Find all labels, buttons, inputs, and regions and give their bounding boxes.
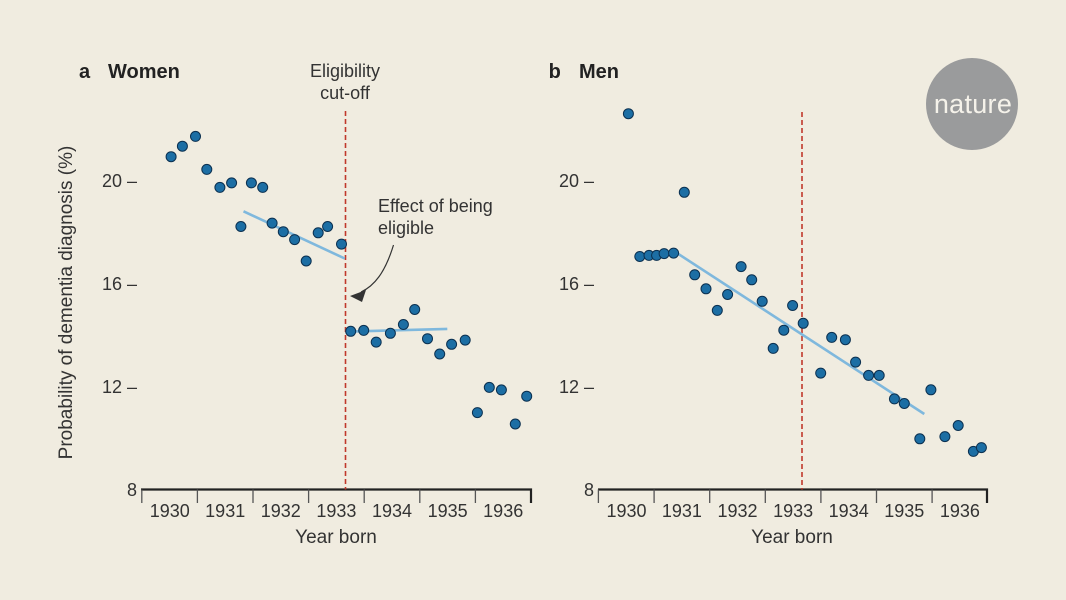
svg-text:12 –: 12 – (102, 377, 137, 397)
svg-text:1930: 1930 (606, 501, 646, 521)
svg-text:b: b (549, 61, 561, 83)
svg-text:1932: 1932 (717, 501, 757, 521)
svg-text:eligible: eligible (378, 218, 434, 238)
svg-text:1934: 1934 (829, 501, 869, 521)
svg-text:1931: 1931 (662, 501, 702, 521)
svg-text:1931: 1931 (205, 501, 245, 521)
svg-text:nature: nature (934, 89, 1012, 119)
svg-text:1934: 1934 (372, 501, 412, 521)
svg-text:Eligibility: Eligibility (310, 61, 380, 81)
svg-text:1932: 1932 (261, 501, 301, 521)
svg-text:Year born: Year born (751, 527, 833, 548)
svg-text:1933: 1933 (773, 501, 813, 521)
svg-text:8: 8 (584, 480, 594, 500)
svg-text:Women: Women (108, 61, 180, 83)
svg-text:16 –: 16 – (559, 274, 594, 294)
svg-text:1930: 1930 (150, 501, 190, 521)
svg-text:Probability of dementia diagno: Probability of dementia diagnosis (%) (56, 146, 77, 460)
svg-text:Year born: Year born (295, 527, 377, 548)
svg-text:Effect of being: Effect of being (378, 196, 493, 216)
svg-text:Men: Men (579, 61, 619, 83)
svg-text:cut-off: cut-off (320, 83, 371, 103)
svg-text:20 –: 20 – (102, 171, 137, 191)
svg-text:1935: 1935 (428, 501, 468, 521)
svg-text:16 –: 16 – (102, 274, 137, 294)
svg-text:1935: 1935 (884, 501, 924, 521)
svg-text:1933: 1933 (316, 501, 356, 521)
svg-text:a: a (79, 61, 91, 83)
svg-text:8: 8 (127, 480, 137, 500)
svg-text:12 –: 12 – (559, 377, 594, 397)
svg-text:1936: 1936 (940, 501, 980, 521)
svg-text:20 –: 20 – (559, 171, 594, 191)
svg-text:1936: 1936 (483, 501, 523, 521)
